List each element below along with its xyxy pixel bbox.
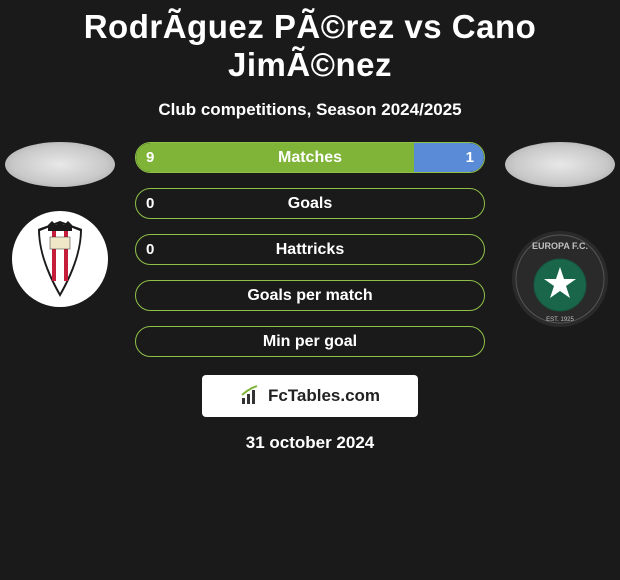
- stat-label: Goals: [288, 195, 332, 213]
- player2-club-badge: EUROPA F.C. EST. 1925: [510, 229, 610, 329]
- stat-value-left: 9: [146, 149, 154, 166]
- stat-label: Matches: [278, 149, 342, 167]
- svg-text:EUROPA F.C.: EUROPA F.C.: [532, 241, 588, 251]
- stat-label: Goals per match: [247, 287, 372, 305]
- player2-photo: [505, 142, 615, 187]
- footer-brand-badge: FcTables.com: [202, 375, 418, 417]
- stat-row-goals: 0 Goals: [135, 188, 485, 219]
- stat-row-matches: 9 Matches 1: [135, 142, 485, 173]
- stat-row-min-per-goal: Min per goal: [135, 326, 485, 357]
- stat-value-left: 0: [146, 195, 154, 212]
- stat-label: Hattricks: [276, 241, 344, 259]
- stat-fill-left: [136, 143, 414, 172]
- player1-column: [5, 142, 115, 309]
- stat-row-hattricks: 0 Hattricks: [135, 234, 485, 265]
- footer-date: 31 october 2024: [0, 433, 620, 453]
- subtitle: Club competitions, Season 2024/2025: [0, 100, 620, 120]
- player1-club-badge: [10, 209, 110, 309]
- chart-icon: [240, 385, 262, 407]
- stat-label: Min per goal: [263, 333, 357, 351]
- player2-column: EUROPA F.C. EST. 1925: [505, 142, 615, 329]
- footer-brand-text: FcTables.com: [268, 386, 380, 406]
- svg-text:EST. 1925: EST. 1925: [546, 317, 574, 323]
- page-title: RodrÃ­guez PÃ©rez vs Cano JimÃ©nez: [0, 8, 620, 84]
- stat-value-right: 1: [466, 149, 474, 166]
- player1-photo: [5, 142, 115, 187]
- stat-row-goals-per-match: Goals per match: [135, 280, 485, 311]
- stat-value-left: 0: [146, 241, 154, 258]
- stats-column: 9 Matches 1 0 Goals 0 Hattricks Goals per match…: [135, 142, 485, 357]
- comparison-area: 9 Matches 1 0 Goals 0 Hattricks Goals per match…: [0, 142, 620, 357]
